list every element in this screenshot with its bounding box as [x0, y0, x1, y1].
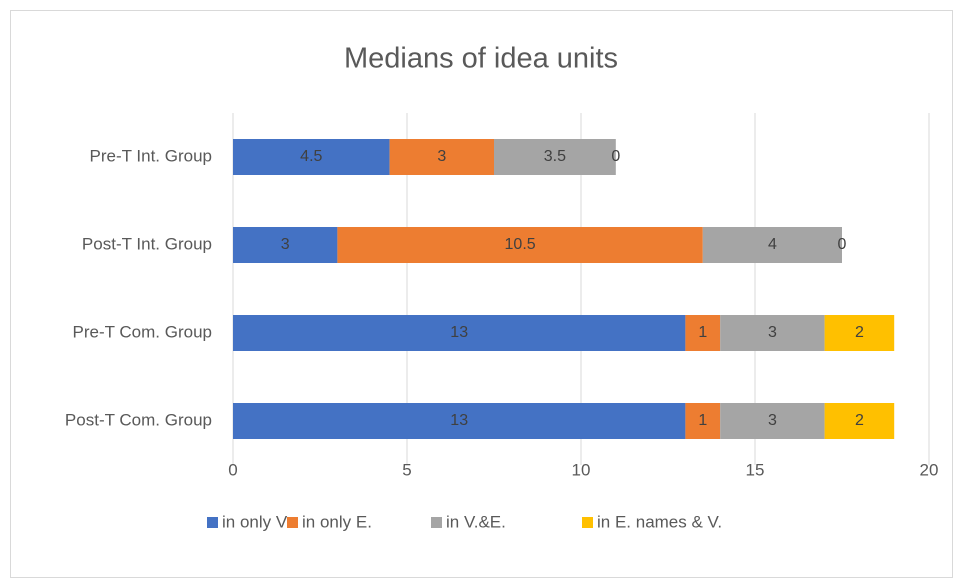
x-tick-label: 10 — [572, 460, 591, 479]
bar-segment — [824, 315, 895, 351]
bar-segment — [389, 139, 494, 175]
bar-segment — [233, 139, 390, 175]
bar-segment — [824, 403, 895, 439]
bar-segment — [233, 227, 338, 263]
legend-label: in only V. — [222, 512, 290, 531]
data-label: 3 — [768, 412, 777, 429]
bar-segment — [702, 227, 842, 263]
data-label: 0 — [611, 148, 620, 165]
x-tick-label: 15 — [746, 460, 765, 479]
data-label: 1 — [698, 412, 707, 429]
bar-segment — [720, 315, 825, 351]
bar-segment — [685, 315, 721, 351]
bar-segment — [720, 403, 825, 439]
y-tick-label: Pre-T Com. Group — [72, 322, 212, 341]
legend-label: in V.&E. — [446, 512, 506, 531]
data-label: 3 — [437, 148, 446, 165]
bar-segment — [233, 315, 686, 351]
bar-segment — [233, 403, 686, 439]
chart-border — [10, 10, 953, 578]
legend-swatch — [287, 517, 298, 528]
bar-segment — [685, 403, 721, 439]
legend-swatch — [431, 517, 442, 528]
data-label: 2 — [855, 324, 864, 341]
legend-label: in only E. — [302, 512, 372, 531]
data-label: 1 — [698, 324, 707, 341]
bar-segment — [494, 139, 616, 175]
data-label: 10.5 — [505, 236, 536, 253]
data-label: 4.5 — [300, 148, 322, 165]
x-tick-label: 20 — [920, 460, 939, 479]
data-label: 13 — [450, 412, 468, 429]
data-label: 3.5 — [544, 148, 566, 165]
legend-label: in E. names & V. — [597, 512, 722, 531]
data-label: 13 — [450, 324, 468, 341]
x-tick-label: 0 — [228, 460, 237, 479]
data-label: 3 — [768, 324, 777, 341]
legend-swatch — [582, 517, 593, 528]
data-label: 2 — [855, 412, 864, 429]
data-label: 4 — [768, 236, 777, 253]
bar-segment — [337, 227, 703, 263]
data-label: 3 — [281, 236, 290, 253]
x-tick-label: 5 — [402, 460, 411, 479]
y-tick-label: Post-T Com. Group — [65, 410, 212, 429]
y-tick-label: Pre-T Int. Group — [89, 146, 212, 165]
data-label: 0 — [838, 236, 847, 253]
y-tick-label: Post-T Int. Group — [82, 234, 212, 253]
legend-swatch — [207, 517, 218, 528]
chart-title: Medians of idea units — [344, 43, 618, 75]
